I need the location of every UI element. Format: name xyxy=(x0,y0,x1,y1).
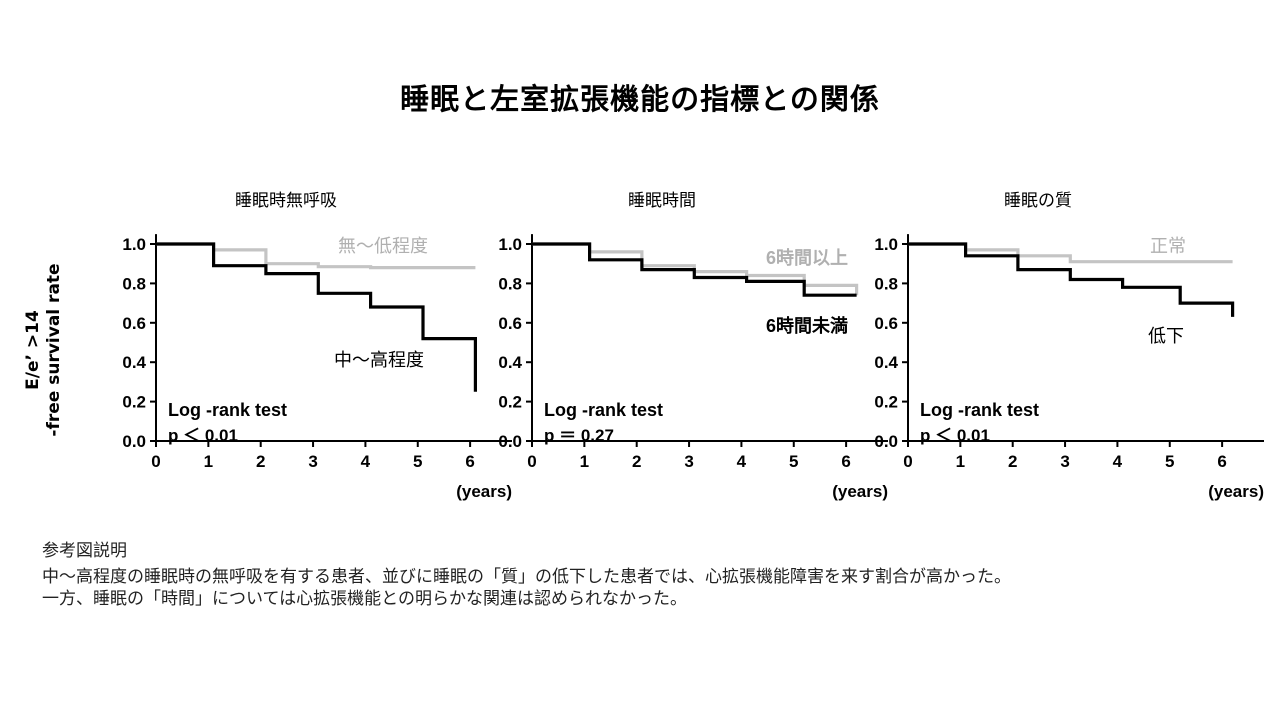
test-label: Log -rank test xyxy=(168,400,287,420)
y-tick-label: 0.0 xyxy=(122,432,146,451)
note-line-1: 中～高程度の睡眠時の無呼吸を有する患者、並びに睡眠の「質」の低下した患者では、心… xyxy=(42,567,1011,587)
y-tick-label: 0.4 xyxy=(874,353,898,372)
y-tick-label: 0.6 xyxy=(122,314,146,333)
x-tick-label: 1 xyxy=(956,452,965,471)
y-tick-label: 0.6 xyxy=(498,314,522,333)
x-tick-label: 6 xyxy=(1217,452,1226,471)
y-tick-label: 0.4 xyxy=(498,353,522,372)
x-unit-label: (years) xyxy=(832,482,888,501)
test-label: Log -rank test xyxy=(544,400,663,420)
y-tick-label: 0.8 xyxy=(122,274,146,293)
x-tick-label: 5 xyxy=(789,452,798,471)
slide-title: 睡眠と左室拡張機能の指標との関係 xyxy=(400,82,880,116)
chart-svg: 睡眠の質 0.0 0.2 0.4 0.6 0.8 1.0 0 1 2 3 4 5 6 (years) 正常低下… xyxy=(874,191,1264,501)
y-tick-label: 0.6 xyxy=(874,314,898,333)
panel-title: 睡眠時無呼吸 xyxy=(235,191,337,210)
y-tick-label: 1.0 xyxy=(122,235,146,254)
y-tick-label: 0.0 xyxy=(874,432,898,451)
x-tick-label: 5 xyxy=(413,452,422,471)
note-heading: 参考図説明 xyxy=(42,541,127,561)
x-tick-label: 4 xyxy=(361,452,371,471)
y-tick-label: 0.2 xyxy=(874,393,898,412)
x-tick-label: 4 xyxy=(1113,452,1123,471)
y-tick-label: 1.0 xyxy=(498,235,522,254)
chart-sleep-quality: 睡眠の質 0.0 0.2 0.4 0.6 0.8 1.0 0 1 2 3 4 5 6 (years) 正常低下… xyxy=(854,180,1280,520)
chart-sleep-duration: 睡眠時間 0.0 0.2 0.4 0.6 0.8 1.0 0 1 2 3 4 5 6 (years) 6時間以… xyxy=(478,180,918,520)
series-line-black xyxy=(532,242,857,297)
x-tick-label: 3 xyxy=(684,452,693,471)
x-tick-label: 3 xyxy=(1060,452,1069,471)
x-tick-label: 1 xyxy=(580,452,589,471)
test-label: Log -rank test xyxy=(920,400,1039,420)
series-label-gray: 正常 xyxy=(1150,236,1186,256)
series-label-gray: 無～低程度 xyxy=(338,236,428,256)
chart-svg: 睡眠時無呼吸 0.0 0.2 0.4 0.6 0.8 1.0 0 1 2 3 4 5 6 (years) 無～… xyxy=(122,191,512,501)
y-tick-label: 0.2 xyxy=(498,393,522,412)
x-tick-label: 2 xyxy=(1008,452,1017,471)
x-tick-label: 6 xyxy=(465,452,474,471)
note-line-2: 一方、睡眠の「時間」については心拡張機能との明らかな関連は認められなかった。 xyxy=(42,589,687,609)
panel-title: 睡眠の質 xyxy=(1004,191,1072,210)
y-tick-label: 0.2 xyxy=(122,393,146,412)
x-unit-label: (years) xyxy=(1208,482,1264,501)
y-tick-label: 0.8 xyxy=(874,274,898,293)
x-tick-label: 2 xyxy=(256,452,265,471)
y-tick-label: 0.4 xyxy=(122,353,146,372)
x-tick-label: 2 xyxy=(632,452,641,471)
x-tick-label: 6 xyxy=(841,452,850,471)
y-axis-title-line2: -free survival rate xyxy=(44,263,64,437)
y-tick-label: 0.8 xyxy=(498,274,522,293)
x-tick-label: 5 xyxy=(1165,452,1174,471)
x-tick-label: 0 xyxy=(151,452,160,471)
x-tick-label: 4 xyxy=(737,452,747,471)
panel-title: 睡眠時間 xyxy=(628,191,696,210)
x-tick-label: 0 xyxy=(903,452,912,471)
x-tick-label: 3 xyxy=(308,452,317,471)
x-unit-label: (years) xyxy=(456,482,512,501)
series-label-black: 6時間未満 xyxy=(766,315,848,336)
p-value: p ＜ 0.01 xyxy=(168,426,238,445)
series-label-gray: 6時間以上 xyxy=(766,248,848,268)
p-value: p ＜ 0.01 xyxy=(920,426,990,445)
p-value: p ＝ 0.27 xyxy=(544,426,614,445)
chart-svg: 睡眠時間 0.0 0.2 0.4 0.6 0.8 1.0 0 1 2 3 4 5 6 (years) 6時間以… xyxy=(498,191,888,501)
figure-note: 参考図説明 中～高程度の睡眠時の無呼吸を有する患者、並びに睡眠の「質」の低下した… xyxy=(42,540,1262,610)
y-tick-label: 1.0 xyxy=(874,235,898,254)
chart-sleep-apnea: 睡眠時無呼吸 0.0 0.2 0.4 0.6 0.8 1.0 0 1 2 3 4 5 6 (years) 無～… xyxy=(102,180,542,520)
series-line-black xyxy=(908,242,1235,317)
y-axis-title-line1: E/e’ >14 xyxy=(23,310,43,390)
series-label-black: 低下 xyxy=(1148,326,1184,346)
x-tick-label: 1 xyxy=(204,452,213,471)
y-tick-label: 0.0 xyxy=(498,432,522,451)
series-line-black xyxy=(156,242,477,392)
series-label-black: 中～高程度 xyxy=(334,350,424,370)
x-tick-label: 0 xyxy=(527,452,536,471)
